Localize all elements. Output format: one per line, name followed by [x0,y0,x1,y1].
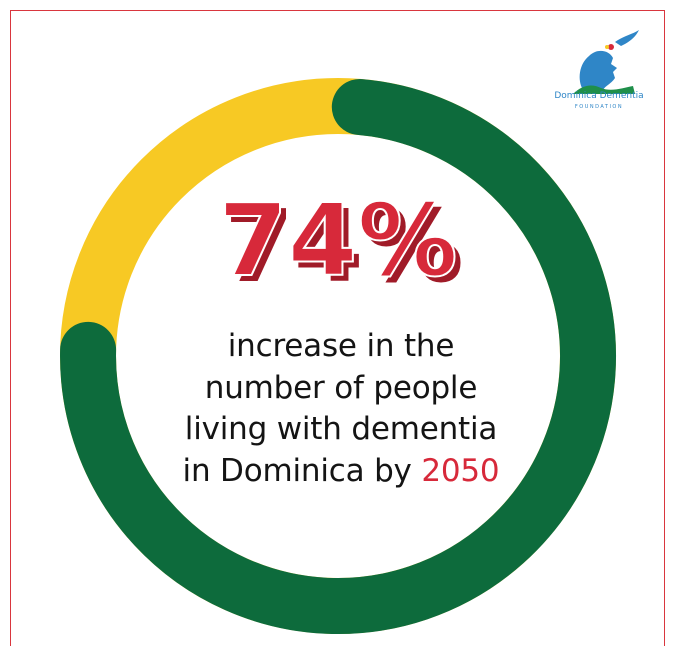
stat-line-2: number of people [204,369,478,406]
stat-line-1: increase in the [227,328,455,364]
percent-shadow: 74% [224,188,463,295]
stat-line-4: in Dominica by 2050 [140,451,542,493]
percent-label: 74% [218,185,457,295]
target-year: 2050 [421,452,500,489]
ring-green-segment [60,79,616,634]
stat-line-3: living with dementia [184,411,498,447]
stat-description: increase in the number of people living … [140,326,542,492]
head-profile-icon [573,30,639,94]
logo-name: Dominica Dementia [554,91,644,101]
percent-headline: 74% 74% [217,185,463,295]
stat-line-4-prefix: in Dominica by [182,452,422,489]
logo-subtitle: FOUNDATION [574,104,624,110]
dominica-dementia-logo [573,30,639,94]
